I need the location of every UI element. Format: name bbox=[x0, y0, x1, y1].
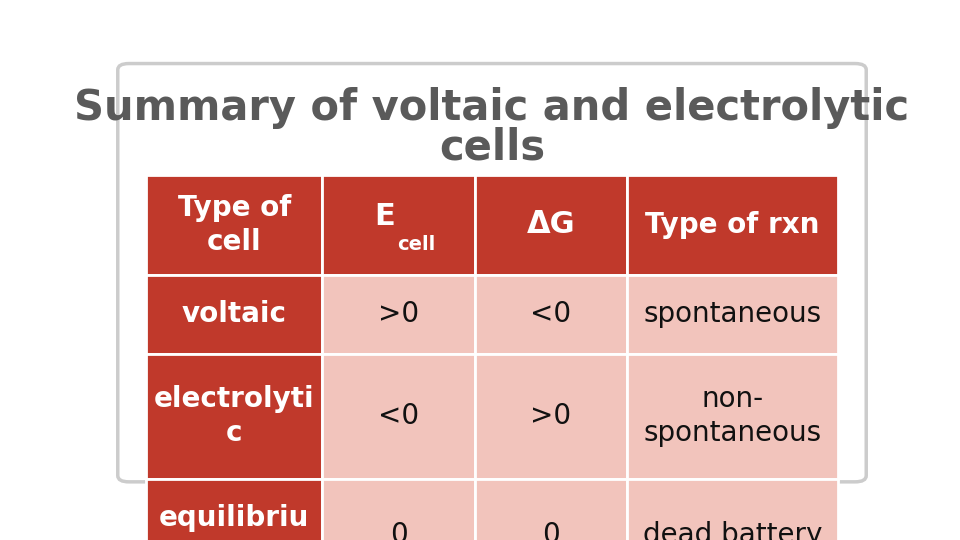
Text: electrolyti
c: electrolyti c bbox=[154, 386, 315, 447]
Bar bbox=[323, 478, 474, 540]
Bar bbox=[627, 275, 838, 354]
Bar bbox=[146, 478, 323, 540]
Text: >0: >0 bbox=[530, 402, 571, 430]
Text: <0: <0 bbox=[378, 402, 420, 430]
Text: E: E bbox=[374, 202, 395, 231]
Text: spontaneous: spontaneous bbox=[643, 300, 822, 328]
Bar bbox=[323, 175, 474, 275]
Bar bbox=[323, 354, 474, 478]
Text: equilibriu
m: equilibriu m bbox=[159, 504, 309, 540]
Text: 0: 0 bbox=[390, 521, 407, 540]
Bar bbox=[474, 275, 627, 354]
Bar bbox=[627, 354, 838, 478]
Bar bbox=[323, 275, 474, 354]
Text: non-
spontaneous: non- spontaneous bbox=[643, 386, 822, 447]
Bar bbox=[474, 354, 627, 478]
FancyBboxPatch shape bbox=[118, 64, 866, 482]
Text: Type of
cell: Type of cell bbox=[178, 193, 291, 256]
Text: <0: <0 bbox=[530, 300, 571, 328]
Bar bbox=[474, 478, 627, 540]
Text: Summary of voltaic and electrolytic: Summary of voltaic and electrolytic bbox=[75, 87, 909, 130]
Text: Type of rxn: Type of rxn bbox=[645, 211, 820, 239]
Text: ΔG: ΔG bbox=[526, 211, 575, 239]
Bar bbox=[146, 354, 323, 478]
Text: dead battery: dead battery bbox=[643, 521, 822, 540]
Text: cell: cell bbox=[397, 235, 435, 254]
Text: voltaic: voltaic bbox=[181, 300, 287, 328]
Text: >0: >0 bbox=[378, 300, 420, 328]
Bar bbox=[627, 175, 838, 275]
Bar bbox=[146, 275, 323, 354]
Text: cells: cells bbox=[439, 127, 545, 169]
Text: 0: 0 bbox=[542, 521, 560, 540]
Bar bbox=[627, 478, 838, 540]
Bar bbox=[146, 175, 323, 275]
Bar bbox=[474, 175, 627, 275]
